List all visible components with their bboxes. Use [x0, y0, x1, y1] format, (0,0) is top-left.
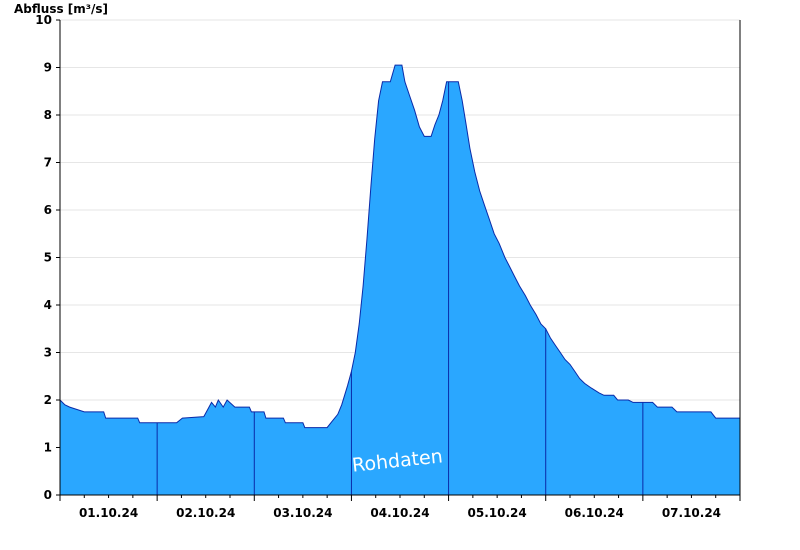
y-tick-label: 0 [44, 488, 52, 502]
y-tick-label: 7 [44, 156, 52, 170]
x-axis-ticks: 01.10.24 02.10.24 03.10.24 04.10.24 05.10.24… [59, 495, 741, 520]
discharge-area-fill [60, 65, 740, 495]
y-tick-label: 2 [44, 393, 52, 407]
y-tick-label: 4 [44, 298, 52, 312]
x-tick-label: 06.10.24 [565, 506, 624, 520]
y-axis-label: Abfluss [m³/s] [14, 2, 108, 16]
y-tick-label: 5 [44, 251, 52, 265]
day-separator-lines [156, 81, 644, 495]
y-tick-label: 1 [44, 441, 52, 455]
y-axis-ticks: 0 1 2 3 4 5 6 7 8 9 10 [35, 13, 60, 502]
x-tick-label: 01.10.24 [79, 506, 138, 520]
x-tick-label: 02.10.24 [176, 506, 235, 520]
y-tick-label: 6 [44, 203, 52, 217]
y-tick-label: 3 [44, 346, 52, 360]
discharge-line [59, 64, 740, 429]
x-tick-label: 07.10.24 [662, 506, 721, 520]
x-tick-label: 03.10.24 [273, 506, 332, 520]
y-tick-label: 9 [44, 61, 52, 75]
y-tick-label: 8 [44, 108, 52, 122]
x-tick-label: 04.10.24 [370, 506, 429, 520]
x-tick-label: 05.10.24 [468, 506, 527, 520]
y-tick-label: 10 [35, 13, 52, 27]
discharge-area [59, 64, 740, 495]
